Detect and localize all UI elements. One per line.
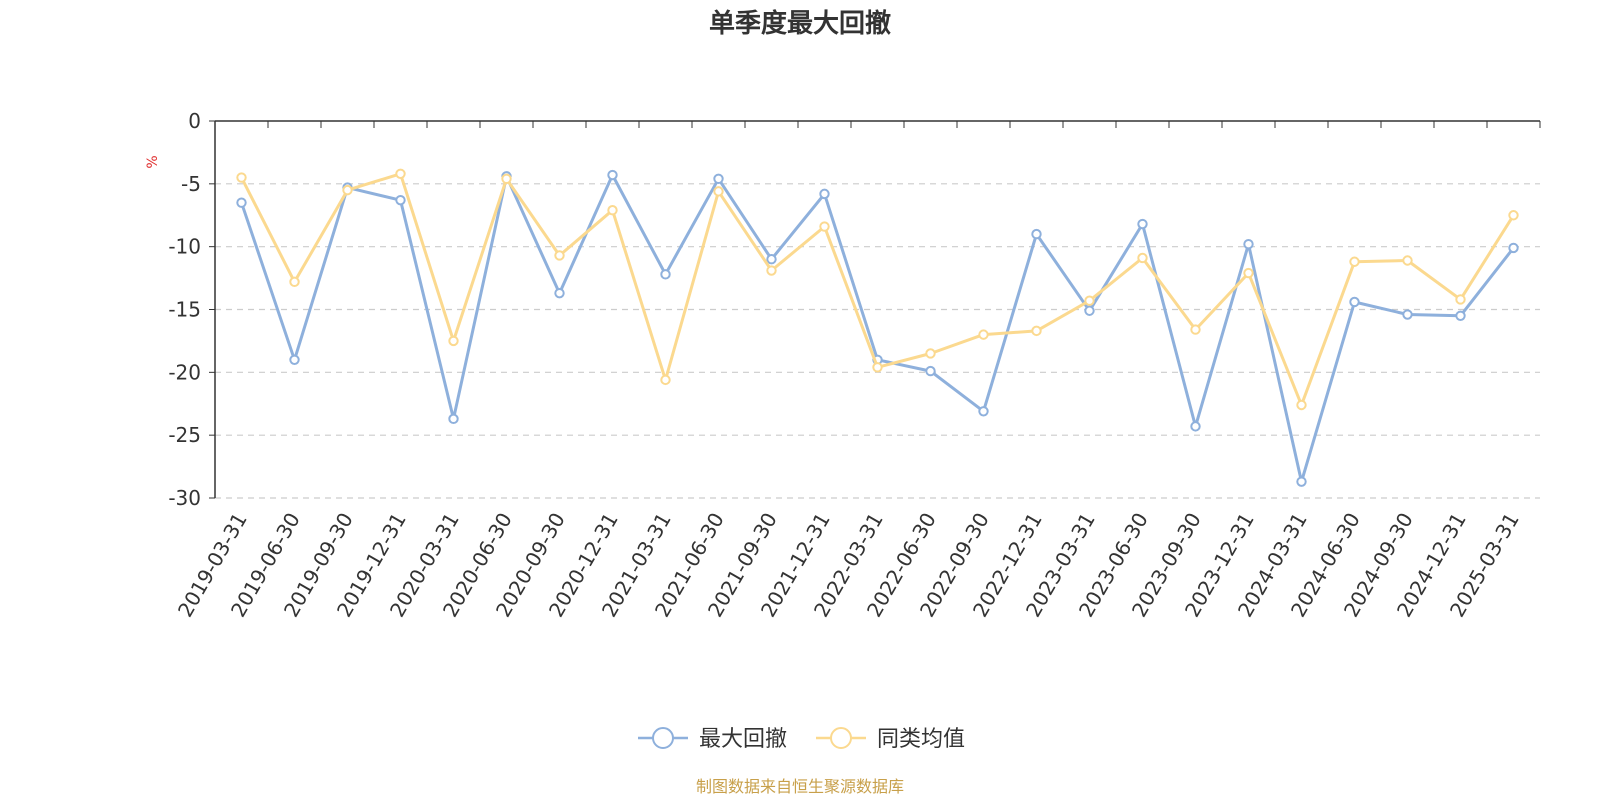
data-point[interactable] [925, 365, 936, 377]
data-point[interactable] [766, 265, 777, 276]
legend-item[interactable]: 最大回撤 [638, 727, 787, 752]
chart-title: 单季度最大回撤 [709, 8, 891, 39]
series-1 [236, 168, 1519, 411]
y-axis-unit: % [145, 155, 161, 168]
legend-label: 同类均值 [877, 727, 965, 752]
y-tick-label: -20 [168, 360, 201, 384]
data-source-note: 制图数据来自恒生聚源数据库 [696, 777, 904, 796]
data-point[interactable] [554, 287, 565, 299]
data-point[interactable] [1455, 310, 1466, 321]
data-point[interactable] [1349, 296, 1360, 308]
data-point[interactable] [289, 354, 300, 365]
data-point[interactable] [1455, 294, 1466, 305]
data-point[interactable] [1190, 324, 1201, 335]
data-point[interactable] [819, 221, 830, 232]
y-tick-label: -15 [168, 298, 201, 322]
data-point[interactable] [1508, 210, 1519, 221]
data-point[interactable] [1137, 218, 1148, 230]
data-point[interactable] [1084, 295, 1095, 306]
data-point[interactable] [1243, 267, 1254, 279]
data-point[interactable] [978, 406, 989, 417]
data-point[interactable] [1402, 309, 1413, 320]
series-lines [236, 168, 1519, 487]
data-point[interactable] [289, 276, 300, 288]
data-point[interactable] [872, 362, 883, 373]
data-point[interactable] [236, 172, 247, 183]
data-point[interactable] [1031, 325, 1042, 337]
legend-label: 最大回撤 [699, 727, 787, 752]
data-point[interactable] [1084, 305, 1095, 316]
series-0 [236, 169, 1519, 487]
y-axis-ticks: 0 -5 -10 -15 -20 -25 -30 [168, 109, 216, 510]
grid-lines [215, 183, 1540, 499]
data-point[interactable] [713, 186, 724, 197]
data-point[interactable] [342, 184, 353, 196]
data-point[interactable] [713, 173, 724, 185]
data-point[interactable] [660, 374, 671, 386]
data-point[interactable] [1190, 421, 1201, 432]
y-tick-label: -30 [168, 486, 201, 510]
data-point[interactable] [554, 250, 565, 261]
data-point[interactable] [1296, 399, 1307, 411]
data-point[interactable] [1137, 252, 1148, 264]
y-tick-label: -10 [168, 235, 201, 259]
data-point[interactable] [236, 197, 247, 208]
legend-marker [830, 727, 852, 749]
data-point[interactable] [607, 169, 618, 181]
data-point[interactable] [1031, 228, 1042, 240]
data-point[interactable] [660, 269, 671, 280]
data-point[interactable] [1508, 242, 1519, 254]
data-point[interactable] [448, 413, 459, 425]
y-tick-label: 0 [188, 109, 201, 133]
data-point[interactable] [1243, 238, 1254, 250]
data-point[interactable] [766, 254, 777, 265]
data-point[interactable] [978, 329, 989, 340]
data-point[interactable] [1402, 255, 1413, 266]
data-point[interactable] [1296, 476, 1307, 487]
data-point[interactable] [501, 173, 512, 185]
data-point[interactable] [1349, 256, 1360, 267]
data-point[interactable] [819, 188, 830, 200]
legend-marker [652, 727, 674, 749]
legend-item[interactable]: 同类均值 [816, 727, 965, 752]
data-point[interactable] [925, 348, 936, 359]
y-tick-label: -5 [181, 172, 201, 196]
data-point[interactable] [607, 205, 618, 216]
legend[interactable]: 最大回撤 同类均值 [638, 727, 965, 752]
y-tick-label: -25 [168, 423, 201, 447]
data-point[interactable] [395, 168, 406, 179]
data-point[interactable] [395, 194, 406, 206]
data-point[interactable] [448, 335, 459, 347]
